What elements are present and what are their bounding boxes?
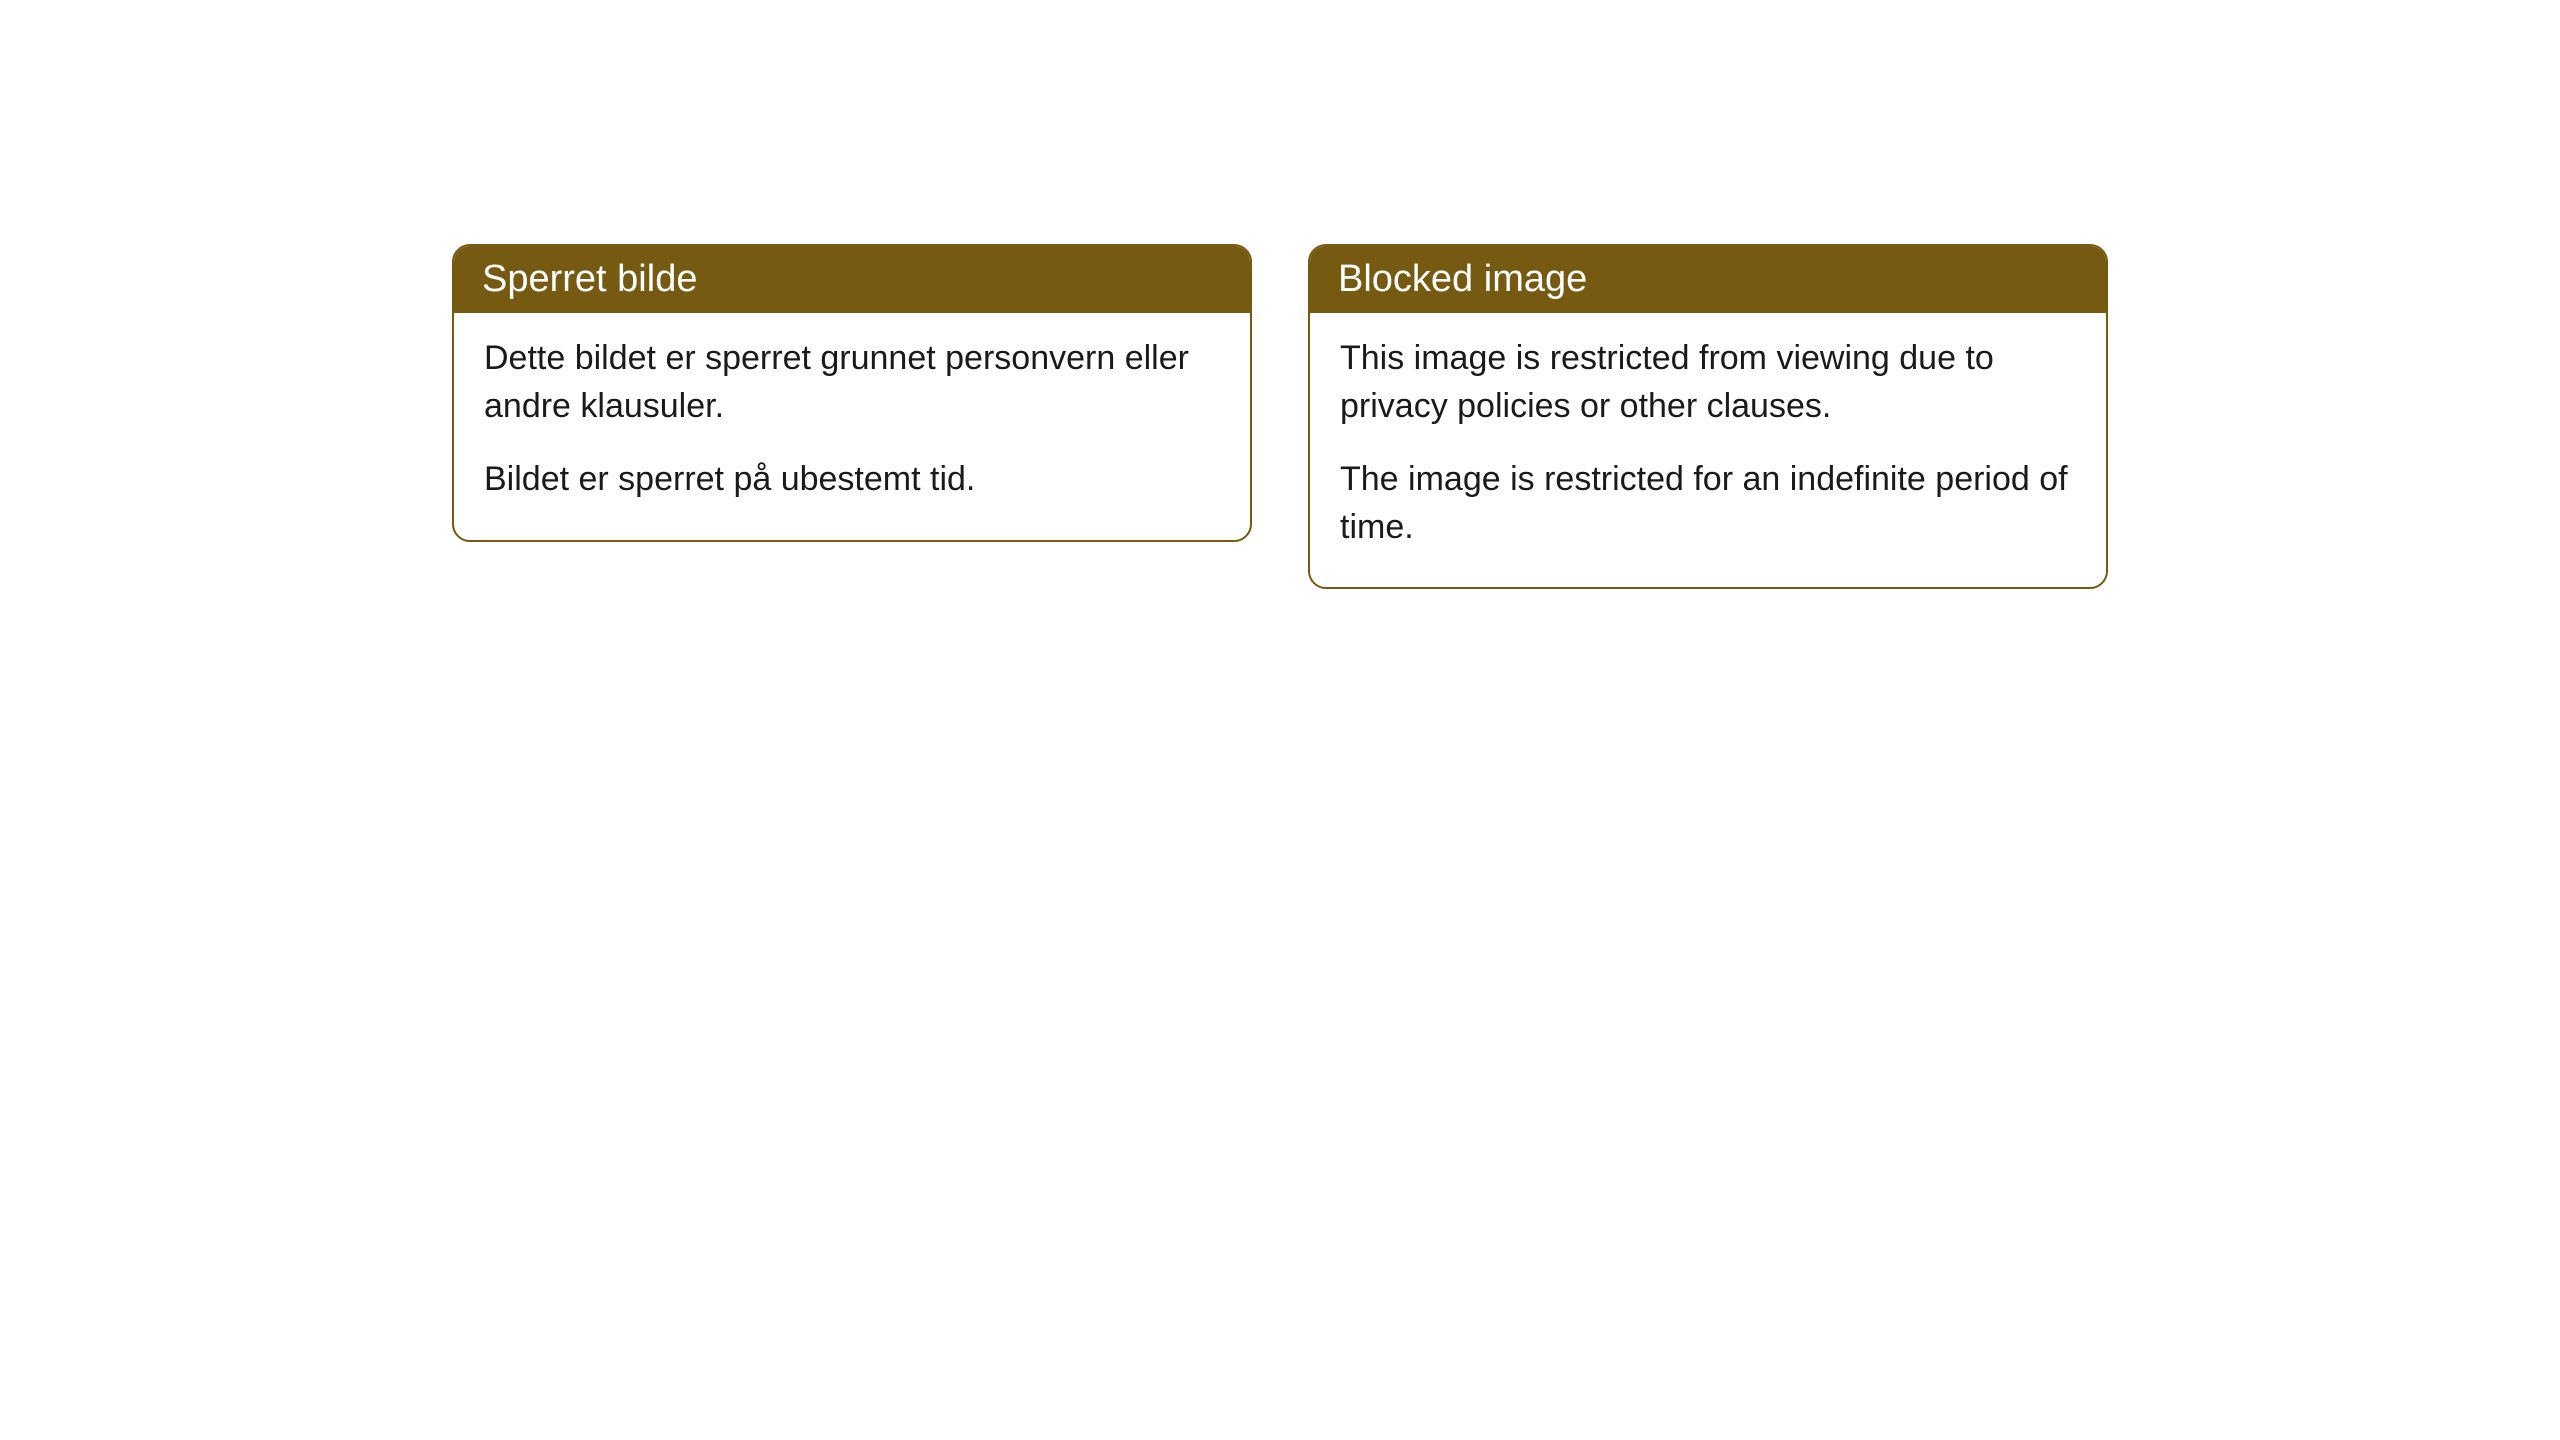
card-body: This image is restricted from viewing du…	[1310, 313, 2106, 587]
blocked-image-card-norwegian: Sperret bilde Dette bildet er sperret gr…	[452, 244, 1252, 542]
card-paragraph: The image is restricted for an indefinit…	[1340, 456, 2076, 551]
card-paragraph: Dette bildet er sperret grunnet personve…	[484, 335, 1220, 430]
blocked-image-card-english: Blocked image This image is restricted f…	[1308, 244, 2108, 589]
notice-cards-container: Sperret bilde Dette bildet er sperret gr…	[452, 244, 2108, 1440]
card-header: Sperret bilde	[454, 246, 1250, 313]
card-paragraph: This image is restricted from viewing du…	[1340, 335, 2076, 430]
card-body: Dette bildet er sperret grunnet personve…	[454, 313, 1250, 540]
card-paragraph: Bildet er sperret på ubestemt tid.	[484, 456, 1220, 504]
card-header: Blocked image	[1310, 246, 2106, 313]
card-title: Sperret bilde	[482, 258, 697, 300]
card-title: Blocked image	[1338, 258, 1587, 300]
